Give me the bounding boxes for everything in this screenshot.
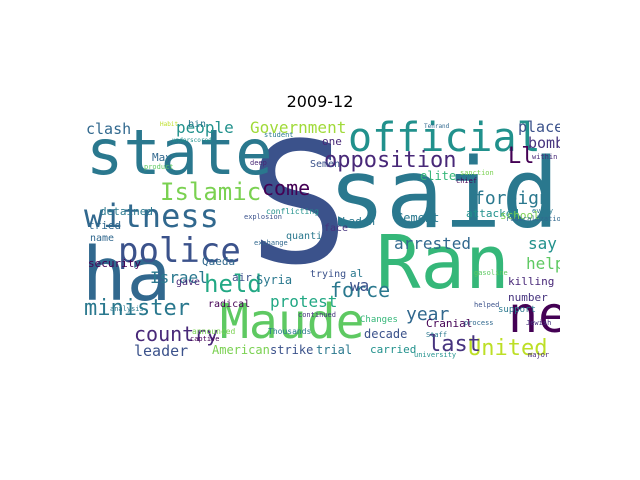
word-clash: clash — [86, 120, 132, 138]
word-air: air — [232, 271, 252, 284]
word-continued: continued — [298, 311, 336, 319]
word-qaeda: Qaeda — [202, 255, 236, 268]
word-attacked: attacked — [466, 207, 519, 220]
word-new: new — [508, 286, 560, 344]
word-detained: detained — [100, 205, 153, 218]
word-tried: tried — [88, 219, 122, 232]
word-changes: Changes — [360, 315, 398, 325]
word-strike: strike — [270, 343, 314, 357]
word-sanction: sanction — [460, 169, 494, 177]
word-elite: elite — [420, 169, 457, 183]
word-ran: Ran — [376, 220, 510, 306]
word-cloud: said S Ran state Maude ha new official p… — [80, 120, 560, 360]
word-student: student — [264, 131, 294, 139]
word-foreign: foreign — [474, 188, 550, 209]
figure-title: 2009-12 — [286, 92, 354, 111]
word-process: process — [464, 319, 494, 327]
word-held: held — [204, 270, 262, 298]
word-year: year — [406, 304, 450, 325]
word-announced: announced — [192, 327, 236, 336]
word-every: every — [532, 207, 554, 215]
word-university: university — [414, 351, 457, 359]
word-captive: captive — [190, 335, 220, 343]
word-decade: decade — [364, 327, 408, 341]
word-gasoline: gasoline — [474, 269, 508, 277]
word-jewish: Jewish — [526, 319, 552, 327]
word-laden: Laden — [342, 215, 376, 228]
word-ll: Ll — [508, 144, 535, 169]
word-semen: Semen — [310, 159, 341, 170]
word-official: official — [348, 120, 541, 161]
word-radicalization: radicalization — [506, 215, 560, 223]
word-analysis: analysis — [110, 305, 144, 313]
word-maude: Maude — [220, 294, 365, 350]
word-exchange: exchange — [254, 239, 288, 247]
word-deep: deep — [250, 159, 267, 167]
word-one: one — [322, 135, 342, 148]
word-s: S — [248, 120, 350, 302]
word-last: last — [428, 332, 481, 357]
word-within: within — [532, 153, 558, 161]
word-cement: Cement — [396, 211, 440, 225]
word-helped: helped — [474, 301, 500, 309]
word-government: Government — [250, 120, 347, 137]
word-gave: gave — [176, 277, 201, 288]
word-say: say — [528, 234, 557, 253]
word-number: number — [508, 291, 548, 304]
word-country: country — [134, 322, 219, 346]
word-place: place — [518, 120, 560, 136]
word-cranial: Cranial — [426, 317, 473, 330]
word-people: people — [176, 120, 234, 137]
word-said: said — [328, 138, 560, 250]
word-security: security — [88, 257, 141, 270]
word-come: come — [262, 176, 311, 200]
word-bin: bin — [188, 120, 207, 130]
word-thousands: Thousands — [268, 327, 312, 336]
word-minister: minister — [84, 296, 190, 321]
word-major: major — [528, 351, 550, 359]
word-force: force — [330, 278, 391, 302]
word-help: help — [526, 254, 560, 273]
word-habit: Habit — [160, 121, 179, 128]
word-killing: killing — [508, 275, 555, 288]
word-police: police — [118, 231, 241, 271]
word-state: state — [86, 120, 273, 189]
word-ha: ha — [82, 232, 172, 318]
word-protest: protest — [270, 292, 338, 311]
word-american: American — [212, 343, 270, 357]
word-product: product — [144, 163, 174, 171]
word-opposition: opposition — [324, 148, 457, 173]
word-face: face — [324, 223, 349, 234]
word-wa: wa — [350, 276, 370, 295]
word-leader: leader — [134, 342, 189, 360]
word-chief: chief — [456, 177, 478, 185]
word-explosion: explosion — [244, 213, 282, 221]
word-witness: witness — [84, 197, 219, 235]
word-quanti: quanti — [286, 231, 323, 242]
word-israel: Israel — [150, 268, 208, 287]
word-conflicting: conflicting — [266, 207, 319, 216]
word-united: United — [468, 336, 548, 360]
word-carried: carried — [370, 343, 417, 356]
word-trial: trial — [316, 343, 353, 357]
word-al: al — [350, 267, 364, 280]
word-trying: trying — [310, 269, 347, 280]
word-tehrand: Tehrand — [424, 123, 450, 130]
word-school: school — [500, 209, 540, 222]
word-underscored: underscored — [172, 137, 212, 144]
word-staff: Staff — [426, 331, 448, 339]
word-syria: Syria — [256, 273, 293, 287]
word-bomb: bomb — [528, 134, 560, 152]
word-radical: radical — [208, 299, 251, 310]
word-name: name — [90, 233, 115, 244]
word-support: support — [498, 305, 536, 315]
word-arrested: arrested — [394, 234, 472, 253]
word-islamic: Islamic — [160, 178, 262, 206]
word-may: May — [152, 151, 172, 164]
